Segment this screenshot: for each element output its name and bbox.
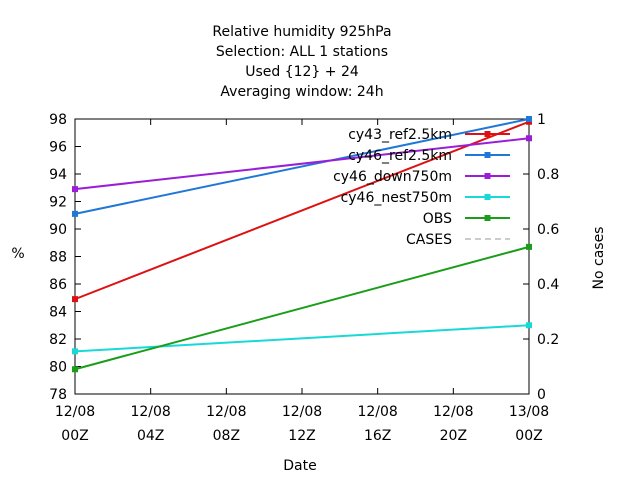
y-tick-label: 80 [49, 360, 67, 376]
y2-tick-label: 0.4 [537, 277, 559, 293]
series-line [74, 120, 530, 301]
legend-label: cy46_ref2.5km [348, 148, 452, 164]
y2-tick-label: 0.6 [537, 222, 559, 238]
chart-axes: 78 80 82 84 86 88 90 92 94 96 98 0 0.2 0.4 0.6 0.8 1 12/0… [49, 112, 559, 444]
x-tick-label: 12Z [288, 428, 315, 444]
y2-tick-label: 0.2 [537, 332, 559, 348]
title-line: Selection: ALL 1 stations [216, 44, 388, 60]
y-tick-label: 94 [49, 167, 67, 183]
data-point [526, 322, 532, 329]
y-tick-label: 78 [49, 387, 67, 403]
y-tick-label: 92 [49, 195, 67, 211]
x-tick-label: 13/08 [509, 404, 549, 420]
y-tick-label: 90 [49, 222, 67, 238]
data-point [72, 366, 78, 373]
y2-axis-label: No cases [591, 227, 607, 290]
data-point [526, 135, 532, 142]
x-tick-label: 00Z [61, 428, 88, 444]
data-point [526, 116, 532, 122]
y-tick-label: 86 [49, 277, 67, 293]
legend-marker [484, 173, 491, 179]
y-axis-label: % [11, 246, 24, 262]
y2-tick-label: 0 [537, 387, 546, 403]
series-line [74, 324, 530, 353]
chart-legend: cy43_ref2.5km cy46_ref2.5km cy46_down750mc… [333, 127, 510, 248]
y-tick-label: 82 [49, 332, 67, 348]
legend-label: OBS [423, 211, 452, 227]
x-axis-label: Date [283, 458, 316, 474]
y-tick-label: 84 [49, 305, 67, 321]
chart-title: Relative humidity 925hPa Selection: ALL 1… [212, 24, 391, 100]
chart-plot-area [74, 118, 530, 395]
data-point [72, 348, 78, 355]
legend-marker [484, 194, 491, 200]
x-tick-label: 16Z [364, 428, 391, 444]
legend-marker [484, 152, 491, 158]
x-tick-label: 12/08 [206, 404, 246, 420]
data-point [72, 210, 78, 217]
legend-label: CASES [406, 232, 452, 248]
x-tick-label: 00Z [515, 428, 542, 444]
x-tick-label: 12/08 [433, 404, 473, 420]
x-tick-label: 20Z [440, 428, 467, 444]
series-line [74, 137, 530, 191]
y2-tick-label: 1 [537, 112, 546, 128]
legend-marker [484, 131, 491, 137]
title-line: Used {12} + 24 [245, 64, 359, 80]
y-tick-label: 96 [49, 140, 67, 156]
plot-frame [74, 118, 530, 395]
x-tick-label: 12/08 [282, 404, 322, 420]
y-tick-label: 98 [49, 112, 67, 128]
series-line [74, 245, 530, 371]
data-point [72, 186, 78, 193]
title-line: Relative humidity 925hPa [212, 24, 391, 40]
legend-label: cy46_down750m [333, 169, 452, 185]
title-line: Averaging window: 24h [220, 84, 383, 100]
x-tick-label: 12/08 [55, 404, 95, 420]
data-point [72, 296, 78, 303]
y-tick-label: 88 [49, 250, 67, 266]
legend-label: cy43_ref2.5km [348, 127, 452, 143]
x-tick-label: 12/08 [357, 404, 397, 420]
chart-series [72, 116, 532, 373]
x-tick-label: 12/08 [130, 404, 170, 420]
series-line [74, 118, 530, 215]
data-point [526, 243, 532, 250]
x-tick-label: 08Z [213, 428, 240, 444]
legend-label: cy46_nest750m [341, 190, 452, 206]
y2-tick-label: 0.8 [537, 167, 559, 183]
x-tick-label: 04Z [137, 428, 164, 444]
legend-marker [484, 215, 491, 221]
